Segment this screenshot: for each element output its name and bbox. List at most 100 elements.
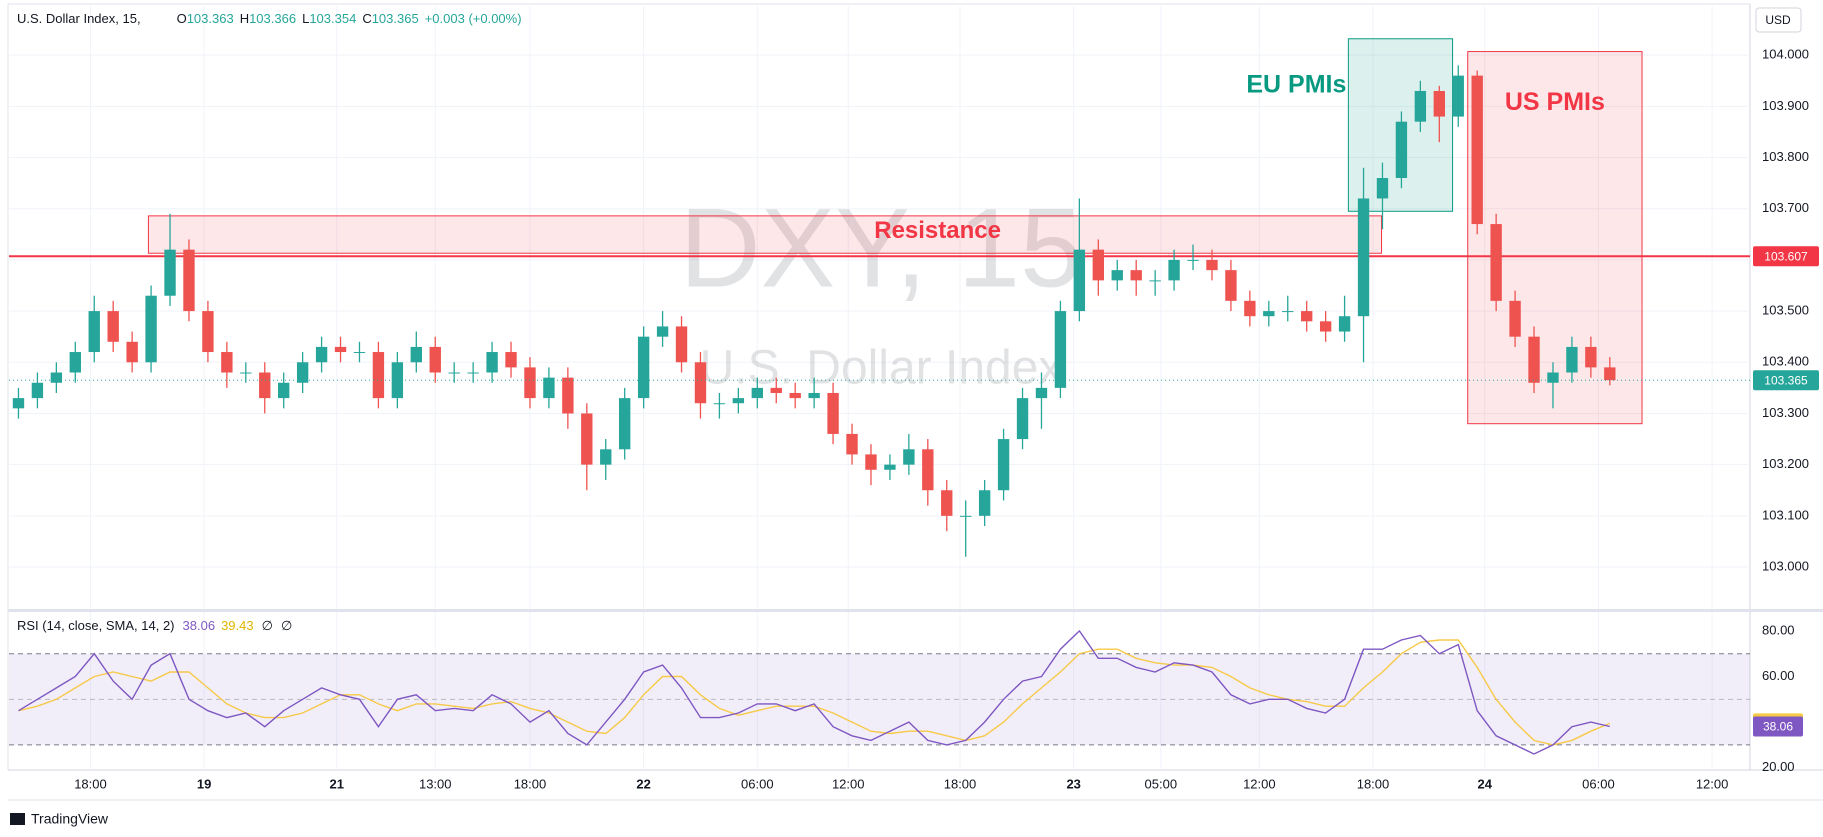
legend-ohlc-value: 103.363 <box>187 11 234 26</box>
x-tick-label: 06:00 <box>741 776 774 791</box>
candle-body <box>202 311 214 353</box>
candle-body <box>448 372 460 374</box>
price-label-box <box>1753 246 1819 267</box>
candle-body <box>410 346 422 363</box>
x-tick-label: 22 <box>636 776 650 791</box>
y-tick-label: 103.900 <box>1762 98 1809 113</box>
candle-body <box>619 398 631 450</box>
price-label-box <box>1753 370 1819 391</box>
y-tick-label: 103.400 <box>1762 354 1809 369</box>
y-tick-label: 103.200 <box>1762 456 1809 471</box>
candle-body <box>505 352 517 368</box>
candle-body <box>865 454 877 470</box>
candle-body <box>941 490 953 516</box>
x-tick-label: 19 <box>197 776 211 791</box>
candle-body <box>1585 346 1597 368</box>
candle-body <box>732 398 745 404</box>
candle-body <box>1566 346 1578 373</box>
candle-body <box>846 433 858 455</box>
candle-body <box>1319 321 1332 332</box>
candle-body <box>1301 311 1313 322</box>
candle-body <box>1357 198 1370 317</box>
x-tick-label: 12:00 <box>1696 776 1729 791</box>
candle-body <box>1187 259 1199 261</box>
candle-body <box>467 372 479 374</box>
legend-ohlc-label: O <box>177 11 187 26</box>
legend-ohlc-value: 103.365 <box>372 11 419 26</box>
candle-body <box>808 392 820 399</box>
legend: U.S. Dollar Index, 15, O103.363 H103.366 L1… <box>17 11 522 26</box>
candle-body <box>240 372 252 374</box>
annotation-label: US PMIs <box>1505 88 1605 116</box>
candle-body <box>334 346 347 353</box>
legend-change: +0.003 (+0.00%) <box>425 11 522 26</box>
candle-body <box>69 352 81 373</box>
candle-body <box>50 372 63 383</box>
candle-body <box>997 439 1010 491</box>
candle-body <box>1414 90 1427 122</box>
candle-body <box>1338 316 1351 332</box>
rsi-sma-value: 39.43 <box>221 618 254 633</box>
rsi-title: RSI (14, close, SMA, 14, 2) <box>17 618 175 633</box>
candle-body <box>524 367 536 399</box>
x-tick-label: 12:00 <box>832 776 865 791</box>
candle-body <box>164 249 176 296</box>
watermark: DXY, 15 <box>680 186 1083 311</box>
currency: USD <box>1765 13 1791 27</box>
candle-body <box>1092 249 1104 281</box>
candle-body <box>789 392 801 399</box>
candle-body <box>278 382 290 399</box>
candle-body <box>1225 270 1237 301</box>
candle-body <box>1206 259 1218 271</box>
x-tick-label: 05:00 <box>1145 776 1178 791</box>
candle-body <box>543 377 555 399</box>
candle-body <box>221 352 233 373</box>
candle-body <box>31 382 44 399</box>
x-tick-label: 18:00 <box>1357 776 1390 791</box>
candle-body <box>353 352 366 354</box>
candle-body <box>1509 300 1521 337</box>
y-tick-label: 103.000 <box>1762 558 1809 573</box>
candle-body <box>978 490 991 516</box>
rsi-value: 38.06 <box>183 618 216 633</box>
candle-body <box>1263 311 1275 317</box>
x-tick-label: 12:00 <box>1243 776 1276 791</box>
x-tick-label: 21 <box>330 776 344 791</box>
annotation-box <box>147 215 1383 254</box>
rsi-empty: ∅ <box>281 618 292 633</box>
candle-body <box>1471 75 1483 225</box>
candle-body <box>12 398 25 409</box>
legend-ohlc-label: C <box>362 11 371 26</box>
candle-body <box>903 449 915 465</box>
x-tick-label: 18:00 <box>514 776 547 791</box>
candle-body <box>884 464 896 470</box>
annotation-label: EU PMIs <box>1246 70 1346 98</box>
candle-body <box>296 362 309 383</box>
candle-body <box>581 413 593 465</box>
annotation-label: Resistance <box>874 217 1001 244</box>
rsi-legend: RSI (14, close, SMA, 14, 2) 38.06 39.43 ∅ ∅ <box>17 618 292 633</box>
x-tick-label: 18:00 <box>74 776 107 791</box>
candle-body <box>1016 398 1029 440</box>
candle-body <box>315 346 328 363</box>
watermark-subtitle: U.S. Dollar Index <box>700 342 1063 395</box>
candle-body <box>922 449 934 491</box>
candle-body <box>1054 311 1067 388</box>
x-tick-label: 13:00 <box>419 776 452 791</box>
currency-box <box>1755 7 1802 33</box>
value-label-box <box>1753 716 1803 737</box>
price-label: 103.365 <box>1764 373 1808 387</box>
candle-body <box>1452 75 1464 117</box>
x-tick-label: 23 <box>1066 776 1080 791</box>
y-tick-label: 60.00 <box>1762 668 1795 683</box>
candle-body <box>960 515 972 517</box>
y-tick-label: 103.700 <box>1762 200 1809 215</box>
value-label: 38.06 <box>1763 720 1793 734</box>
legend-ohlc-value: 103.366 <box>249 11 296 26</box>
legend-ohlc-label: H <box>240 11 249 26</box>
candle-body <box>486 352 498 373</box>
candle-body <box>107 311 119 342</box>
